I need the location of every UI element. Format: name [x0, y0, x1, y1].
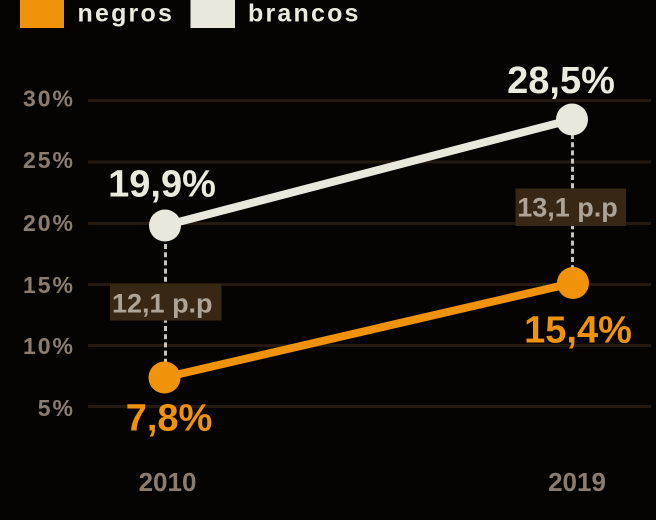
svg-text:2019: 2019 [548, 467, 606, 497]
svg-text:13,1 p.p: 13,1 p.p [517, 193, 618, 223]
svg-text:15%: 15% [23, 272, 75, 298]
svg-text:30%: 30% [23, 86, 75, 112]
svg-text:12,1 p.p: 12,1 p.p [112, 289, 213, 319]
svg-text:10%: 10% [23, 333, 75, 359]
svg-text:negros: negros [78, 0, 175, 28]
svg-text:15,4%: 15,4% [524, 310, 632, 352]
svg-text:brancos: brancos [248, 0, 361, 28]
svg-text:20%: 20% [23, 210, 75, 236]
svg-text:5%: 5% [38, 395, 75, 421]
svg-text:28,5%: 28,5% [507, 60, 615, 102]
svg-text:2010: 2010 [139, 467, 197, 497]
svg-text:19,9%: 19,9% [108, 163, 216, 205]
svg-text:25%: 25% [23, 147, 75, 173]
svg-text:7,8%: 7,8% [126, 398, 213, 440]
